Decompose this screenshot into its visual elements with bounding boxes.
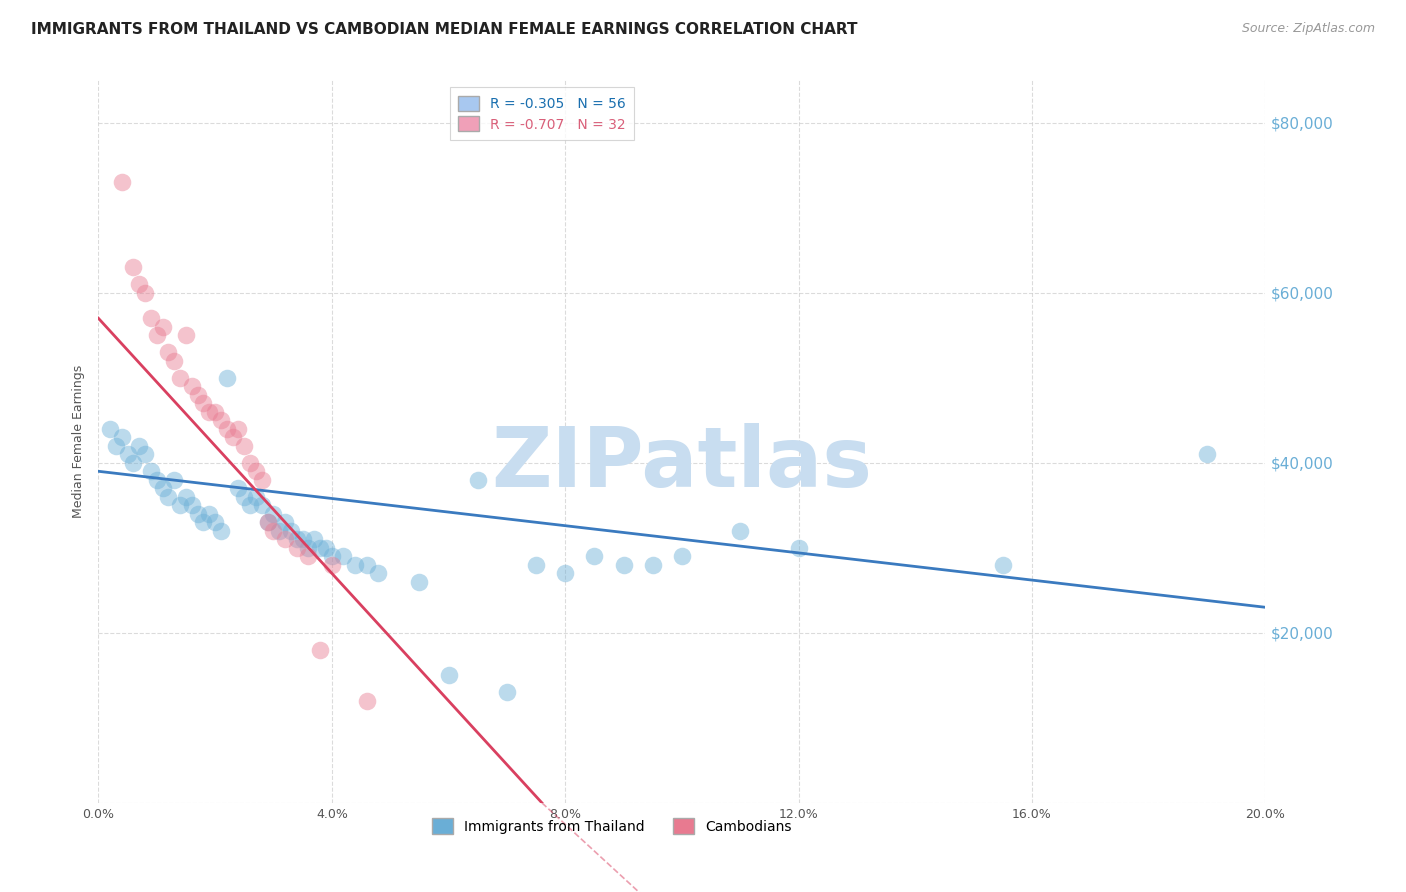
Point — [437, 668, 460, 682]
Point — [215, 422, 238, 436]
Point — [309, 541, 332, 555]
Point — [285, 541, 308, 555]
Point — [209, 413, 232, 427]
Point — [152, 481, 174, 495]
Point — [250, 473, 273, 487]
Point — [309, 642, 332, 657]
Point — [117, 447, 139, 461]
Text: Source: ZipAtlas.com: Source: ZipAtlas.com — [1241, 22, 1375, 36]
Point — [122, 456, 145, 470]
Point — [193, 516, 215, 530]
Point — [262, 524, 284, 538]
Point — [198, 405, 221, 419]
Point — [496, 685, 519, 699]
Point — [187, 388, 209, 402]
Y-axis label: Median Female Earnings: Median Female Earnings — [72, 365, 86, 518]
Point — [152, 319, 174, 334]
Point — [111, 430, 134, 444]
Point — [344, 558, 367, 572]
Point — [180, 498, 202, 512]
Point — [204, 405, 226, 419]
Point — [291, 533, 314, 547]
Point — [730, 524, 752, 538]
Point — [122, 260, 145, 275]
Point — [146, 473, 169, 487]
Point — [256, 516, 278, 530]
Point — [193, 396, 215, 410]
Point — [297, 549, 319, 564]
Point — [554, 566, 576, 581]
Point — [204, 516, 226, 530]
Point — [991, 558, 1014, 572]
Point — [321, 558, 343, 572]
Point — [157, 490, 180, 504]
Point — [269, 524, 291, 538]
Point — [187, 507, 209, 521]
Point — [356, 558, 378, 572]
Point — [134, 447, 156, 461]
Point — [356, 694, 378, 708]
Point — [671, 549, 693, 564]
Point — [524, 558, 547, 572]
Point — [228, 422, 250, 436]
Point — [262, 507, 284, 521]
Point — [256, 516, 278, 530]
Point — [321, 549, 343, 564]
Point — [157, 345, 180, 359]
Point — [111, 175, 134, 189]
Point — [250, 498, 273, 512]
Point — [787, 541, 810, 555]
Point — [245, 464, 267, 478]
Point — [245, 490, 267, 504]
Point — [332, 549, 354, 564]
Point — [215, 371, 238, 385]
Point — [163, 353, 186, 368]
Point — [139, 311, 162, 326]
Point — [146, 328, 169, 343]
Point — [221, 430, 243, 444]
Point — [174, 490, 197, 504]
Text: IMMIGRANTS FROM THAILAND VS CAMBODIAN MEDIAN FEMALE EARNINGS CORRELATION CHART: IMMIGRANTS FROM THAILAND VS CAMBODIAN ME… — [31, 22, 858, 37]
Point — [583, 549, 606, 564]
Point — [239, 498, 262, 512]
Point — [104, 439, 127, 453]
Point — [315, 541, 337, 555]
Point — [467, 473, 489, 487]
Point — [209, 524, 232, 538]
Point — [233, 490, 256, 504]
Point — [169, 371, 191, 385]
Point — [139, 464, 162, 478]
Text: ZIPatlas: ZIPatlas — [492, 423, 872, 504]
Point — [285, 533, 308, 547]
Point — [233, 439, 256, 453]
Point — [163, 473, 186, 487]
Point — [274, 516, 297, 530]
Legend: Immigrants from Thailand, Cambodians: Immigrants from Thailand, Cambodians — [427, 813, 797, 839]
Point — [280, 524, 302, 538]
Point — [367, 566, 389, 581]
Point — [228, 481, 250, 495]
Point — [274, 533, 297, 547]
Point — [297, 541, 319, 555]
Point — [1195, 447, 1218, 461]
Point — [612, 558, 634, 572]
Point — [239, 456, 262, 470]
Point — [134, 285, 156, 300]
Point — [98, 422, 121, 436]
Point — [198, 507, 221, 521]
Point — [169, 498, 191, 512]
Point — [128, 439, 150, 453]
Point — [128, 277, 150, 292]
Point — [180, 379, 202, 393]
Point — [408, 574, 430, 589]
Point — [174, 328, 197, 343]
Point — [304, 533, 326, 547]
Point — [641, 558, 664, 572]
